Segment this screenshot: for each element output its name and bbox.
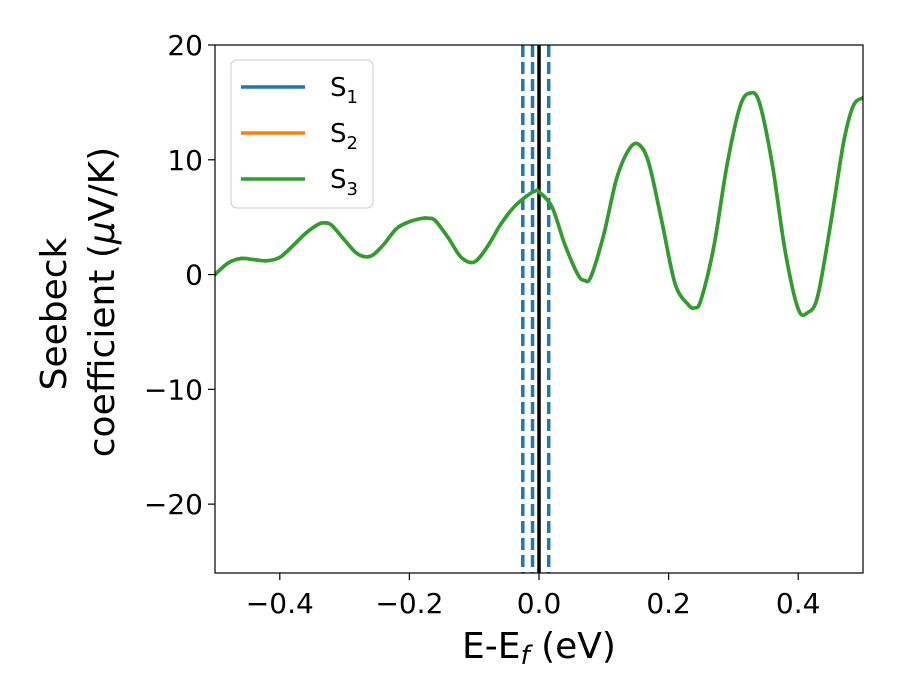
x-axis-ticks: −0.4 −0.2 0.0 0.2 0.4 [246,573,821,620]
legend-label-s1: S1 [330,73,358,108]
x-tick-label: 0.4 [776,587,821,620]
x-axis-label: E-Ef (eV) [462,626,616,671]
legend-label-s2: S2 [330,119,358,154]
y-axis-label-line1: Seebeck [34,237,75,390]
x-tick-label: −0.4 [246,587,314,620]
y-tick-label: 20 [167,29,203,62]
y-tick-label: −10 [144,373,203,406]
y-tick-label: 10 [167,144,203,177]
y-axis-ticks: −20 −10 0 10 20 [144,29,215,521]
x-tick-label: −0.2 [375,587,443,620]
legend-label-s3: S3 [330,165,358,200]
y-axis-label-line2: coefficient (μV/K) [82,147,123,457]
plot-content [215,45,863,573]
legend: S1 S2 S3 [230,59,374,209]
y-tick-label: 0 [185,259,203,292]
y-tick-label: −20 [144,488,203,521]
series-line-s3 [215,90,863,318]
x-tick-label: 0.0 [517,587,562,620]
x-tick-label: 0.2 [646,587,691,620]
